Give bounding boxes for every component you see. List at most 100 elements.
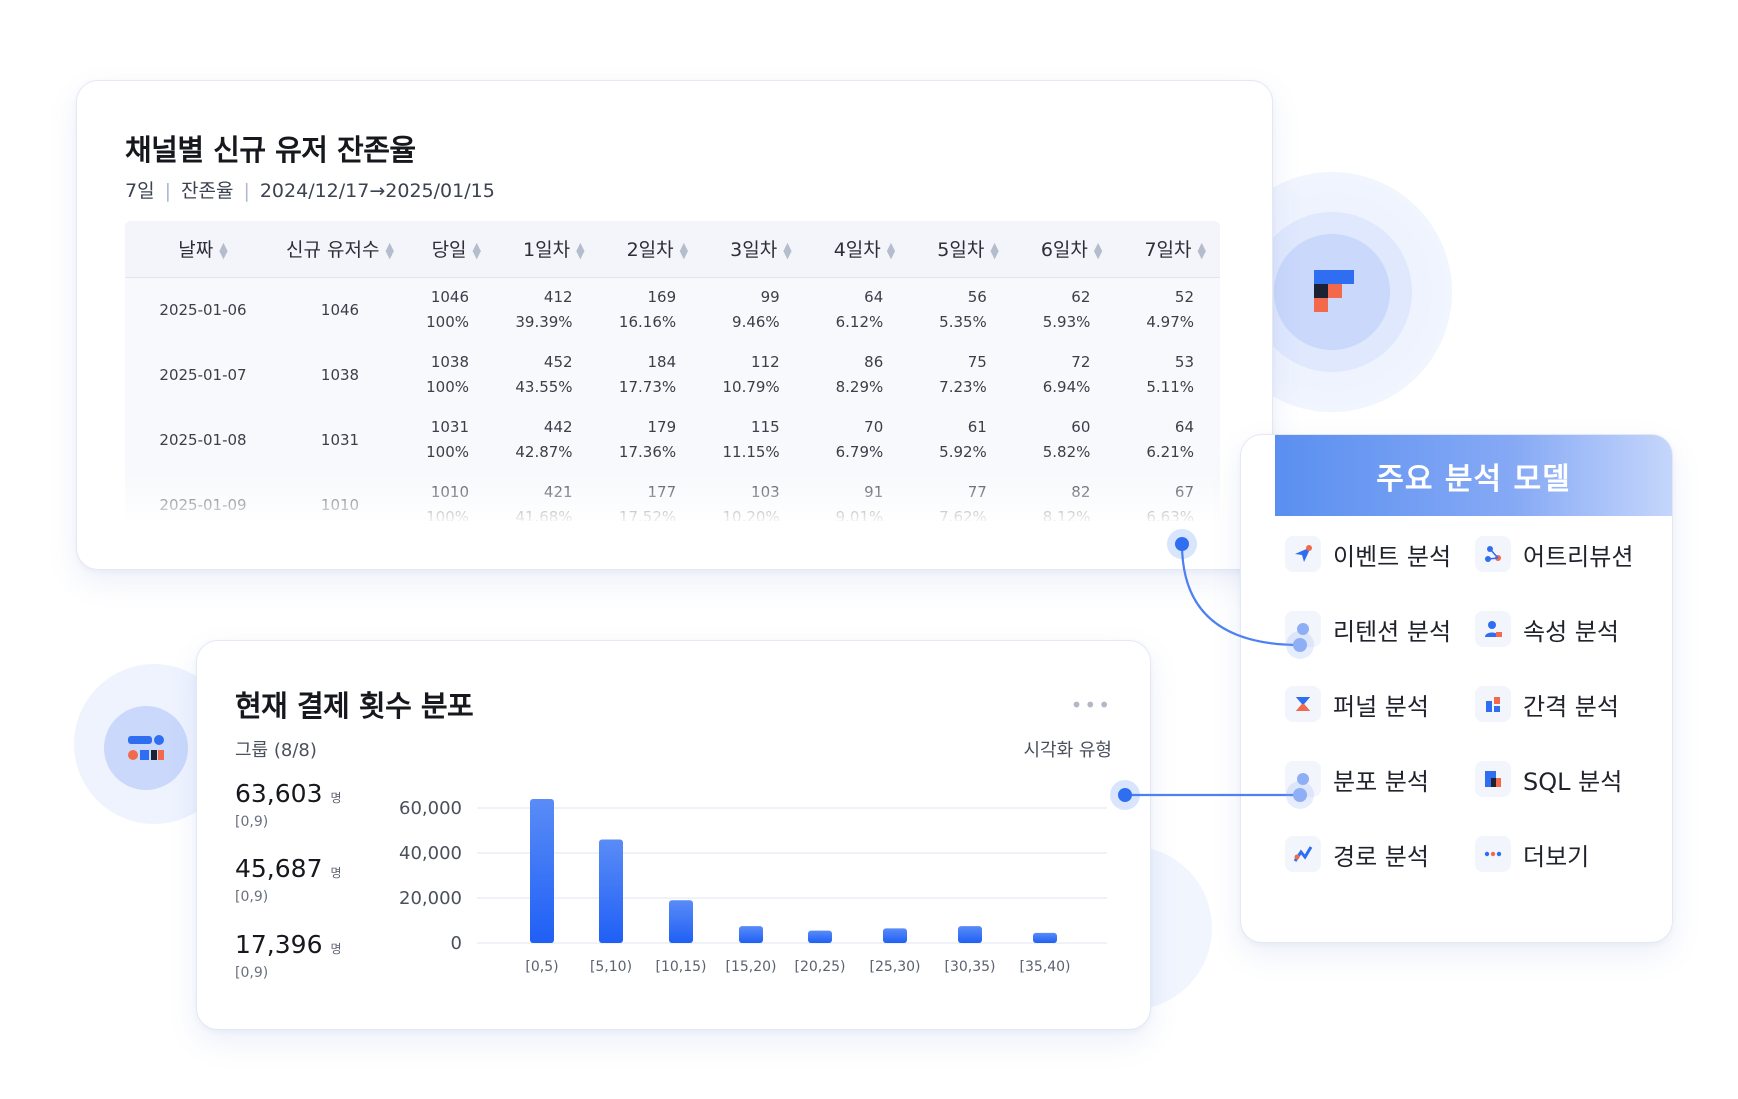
model-item-attribution[interactable]: 어트리뷰션 xyxy=(1475,536,1633,572)
model-item-sql[interactable]: SQL 분석 xyxy=(1475,761,1622,797)
cell-retention: 412 39.39% xyxy=(495,277,599,342)
bar[interactable] xyxy=(883,928,907,943)
cell-retention: 64 6.12% xyxy=(806,277,910,342)
cell-percent: 6.12% xyxy=(835,312,884,331)
cell-percent: 6.79% xyxy=(835,442,884,461)
cell-percent: 17.73% xyxy=(618,377,677,396)
column-header[interactable]: 6일차 ▲ ▼ xyxy=(1013,221,1117,277)
sort-icon[interactable]: ▲ ▼ xyxy=(385,239,394,261)
x-tick-label: [10,15) xyxy=(655,959,706,975)
bar[interactable] xyxy=(808,930,832,943)
cell-percent: 43.55% xyxy=(515,377,573,396)
column-header[interactable]: 7일차 ▲ ▼ xyxy=(1116,221,1220,277)
meta-metric: 잔존율 xyxy=(180,180,234,202)
column-header[interactable]: 신규 유저수 ▲ ▼ xyxy=(281,221,399,277)
column-header-label: 3일차 xyxy=(730,239,778,262)
stat-item: 63,603 명 [0,9) xyxy=(235,779,342,830)
sql-icon xyxy=(1475,761,1511,797)
stat-value: 63,603 xyxy=(235,779,323,808)
cell-percent: 5.82% xyxy=(1042,442,1091,461)
x-tick-label: [15,20) xyxy=(725,959,776,975)
model-item-more[interactable]: 더보기 xyxy=(1475,836,1589,872)
x-tick-label: [20,25) xyxy=(794,959,845,975)
cell-count: 61 xyxy=(967,417,987,436)
sort-icon[interactable]: ▲ ▼ xyxy=(886,239,896,261)
cell-count: 442 xyxy=(543,417,573,436)
group-label[interactable]: 그룹 (8/8) xyxy=(235,740,317,761)
meta-range: 2024/12/17→2025/01/15 xyxy=(259,180,495,202)
cell-percent: 10.79% xyxy=(722,377,780,396)
column-header[interactable]: 당일 ▲ ▼ xyxy=(399,221,495,277)
model-item-funnel[interactable]: 퍼널 분석 xyxy=(1285,686,1429,722)
x-tick-label: [25,30) xyxy=(869,959,920,975)
connector-node xyxy=(1293,638,1307,652)
cell-percent: 5.11% xyxy=(1146,377,1194,396)
sort-icon[interactable]: ▲ ▼ xyxy=(990,239,999,261)
model-item-label: 더보기 xyxy=(1523,842,1590,871)
sort-icon[interactable]: ▲ ▼ xyxy=(576,239,585,261)
visualization-type-button[interactable]: 시각화 유형 xyxy=(1023,740,1112,761)
bar[interactable] xyxy=(669,900,693,943)
bar[interactable] xyxy=(530,799,554,943)
cell-retention: 62 5.93% xyxy=(1013,277,1117,342)
bar[interactable] xyxy=(958,926,982,943)
stat-unit: 명 xyxy=(330,942,342,956)
sort-icon[interactable]: ▲ ▼ xyxy=(472,239,481,261)
column-header[interactable]: 날짜 ▲ ▼ xyxy=(125,221,281,277)
bar[interactable] xyxy=(599,839,623,944)
cell-retention: 442 42.87% xyxy=(495,407,599,472)
bar[interactable] xyxy=(739,926,763,943)
y-tick-label: 60,000 xyxy=(399,798,462,819)
sort-icon[interactable]: ▲ ▼ xyxy=(679,239,689,261)
model-item-property[interactable]: 속성 분석 xyxy=(1475,611,1619,647)
stat-range: [0,9) xyxy=(235,965,269,981)
cell-percent: 4.97% xyxy=(1146,312,1194,331)
bar[interactable] xyxy=(1033,932,1057,943)
column-header-label: 날짜 xyxy=(178,239,214,262)
model-item-event[interactable]: 이벤트 분석 xyxy=(1285,536,1451,572)
more-options-button[interactable]: ••• xyxy=(1070,693,1112,717)
model-item-label: 리텐션 분석 xyxy=(1333,617,1452,646)
cell-retention: 112 10.79% xyxy=(702,342,806,407)
cell-count: 169 xyxy=(647,287,677,306)
cell-percent: 5.93% xyxy=(1042,312,1091,331)
sort-icon[interactable]: ▲ ▼ xyxy=(1093,239,1103,261)
sort-icon[interactable]: ▲ ▼ xyxy=(1197,239,1206,261)
column-header-label: 7일차 xyxy=(1144,239,1192,262)
column-header[interactable]: 2일차 ▲ ▼ xyxy=(599,221,703,277)
cell-count: 53 xyxy=(1174,352,1194,371)
column-header-label: 당일 xyxy=(431,239,467,262)
x-tick-label: [0,5) xyxy=(525,959,558,975)
column-header[interactable]: 5일차 ▲ ▼ xyxy=(909,221,1013,277)
model-item-path[interactable]: 경로 분석 xyxy=(1285,836,1429,872)
cell-percent: 5.35% xyxy=(939,312,987,331)
retention-table-wrap: 날짜 ▲ ▼ 신규 유저수 ▲ ▼ 당일 ▲ ▼ 1일차 ▲ ▼ 2일차 ▲ ▼ 3일차 ▲ ▼ 4일차 ▲ ▼ 5일차 ▲… xyxy=(125,221,1220,521)
model-item-label: 퍼널 분석 xyxy=(1333,692,1429,721)
sort-icon[interactable]: ▲ ▼ xyxy=(783,239,792,261)
cell-retention: 61 5.92% xyxy=(909,407,1013,472)
distribution-title: 현재 결제 횟수 분포 xyxy=(235,689,474,723)
cell-percent: 8.29% xyxy=(835,377,884,396)
cell-date: 2025-01-07 xyxy=(159,365,247,384)
column-header[interactable]: 1일차 ▲ ▼ xyxy=(495,221,599,277)
column-header[interactable]: 3일차 ▲ ▼ xyxy=(702,221,806,277)
column-header[interactable]: 4일차 ▲ ▼ xyxy=(806,221,910,277)
model-item-retention[interactable]: 리텐션 분석 xyxy=(1285,611,1451,647)
cell-percent: 7.23% xyxy=(939,377,987,396)
stat-range: [0,9) xyxy=(235,889,269,905)
retention-title: 채널별 신규 유저 잔존율 xyxy=(125,133,416,167)
cell-count: 1046 xyxy=(430,287,469,306)
column-header-label: 2일차 xyxy=(626,239,674,262)
cell-retention: 52 4.97% xyxy=(1116,277,1220,342)
cell-count: 60 xyxy=(1071,417,1091,436)
cell-count: 112 xyxy=(751,352,780,371)
model-item-distribution[interactable]: 분포 분석 xyxy=(1285,761,1429,797)
y-tick-label: 20,000 xyxy=(399,888,462,909)
attribution-icon xyxy=(1475,536,1511,572)
sort-icon[interactable]: ▲ ▼ xyxy=(219,239,228,261)
model-item-interval[interactable]: 간격 분석 xyxy=(1475,686,1619,722)
table-row: 2025-01-08 1031 1031 100% 442 42.87% 179 17.36%… xyxy=(125,407,1220,472)
cell-percent: 17.36% xyxy=(618,442,677,461)
distribution-card: 현재 결제 횟수 분포 ••• 그룹 (8/8) 시각화 유형 63,603 명 … xyxy=(196,640,1151,1030)
table-fade-overlay xyxy=(125,473,1220,521)
